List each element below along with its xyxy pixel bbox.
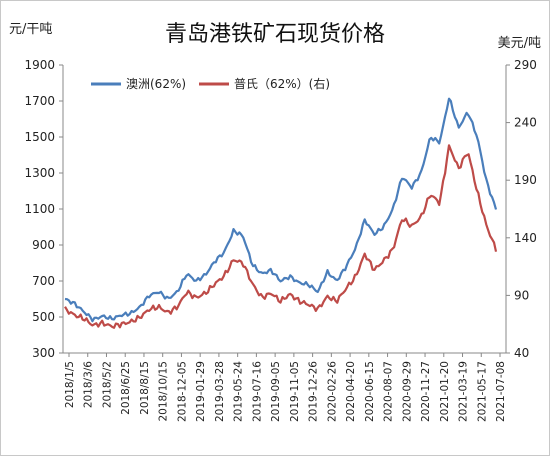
x-tick-label: 2020-08-07: [383, 361, 395, 422]
right-axis-unit: 美元/吨: [498, 36, 541, 51]
x-tick-label: 2021-01-20: [439, 361, 451, 422]
left-tick-label: 1500: [24, 130, 55, 144]
left-tick-label: 1300: [24, 166, 55, 180]
x-tick-label: 2018/8/15: [139, 361, 151, 415]
left-tick-label: 1100: [24, 202, 55, 216]
x-tick-label: 2019-07-16: [251, 361, 263, 422]
left-tick-label: 300: [32, 346, 55, 360]
x-tick-label: 2020-06-15: [364, 361, 376, 422]
x-tick-label: 2019-03-28: [214, 361, 226, 422]
x-tick-label: 2018/6/25: [120, 361, 132, 415]
x-tick-label: 2019-09-05: [270, 361, 282, 422]
left-tick-label: 900: [32, 238, 55, 252]
legend-label-2: 普氏（62%）(右): [234, 76, 330, 91]
x-tick-label: 2020-09-29: [401, 361, 413, 422]
x-tick-label: 2018/10/15: [158, 361, 170, 422]
right-tick-label: 290: [514, 58, 537, 72]
x-tick-label: 2018/3/6: [83, 361, 95, 408]
x-tick-label: 2019-12-26: [308, 361, 320, 422]
right-tick-label: 240: [514, 116, 537, 130]
series-line-1: [64, 97, 498, 323]
left-tick-label: 500: [32, 310, 55, 324]
right-tick-label: 90: [514, 288, 529, 302]
series-line-2: [64, 144, 498, 329]
left-tick-label: 700: [32, 274, 55, 288]
x-tick-label: 2020-04-20: [345, 361, 357, 422]
x-tick-label: 2021-05-17: [476, 361, 488, 422]
x-tick-label: 2020-11-27: [420, 361, 432, 422]
left-tick-label: 1700: [24, 94, 55, 108]
left-tick-label: 1900: [24, 58, 55, 72]
x-tick-label: 2018-12-05: [176, 361, 188, 422]
right-tick-label: 140: [514, 231, 537, 245]
x-tick-label: 2018/1/5: [64, 361, 76, 408]
chart-title: 青岛港铁矿石现货价格: [165, 22, 385, 47]
x-tick-label: 2019-05-24: [233, 361, 245, 422]
x-tick-label: 2021-03-19: [458, 361, 470, 422]
x-tick-label: 2019-01-29: [195, 361, 207, 422]
legend-label-1: 澳洲(62%): [126, 77, 186, 91]
right-tick-label: 190: [514, 173, 537, 187]
right-tick-label: 40: [514, 346, 529, 360]
x-tick-label: 2018/5/2: [101, 361, 113, 408]
x-tick-label: 2021-07-08: [495, 361, 507, 422]
left-axis-unit: 元/干吨: [9, 22, 52, 37]
x-tick-label: 2020-02-26: [326, 361, 338, 422]
x-tick-label: 2019-11-05: [289, 361, 301, 422]
